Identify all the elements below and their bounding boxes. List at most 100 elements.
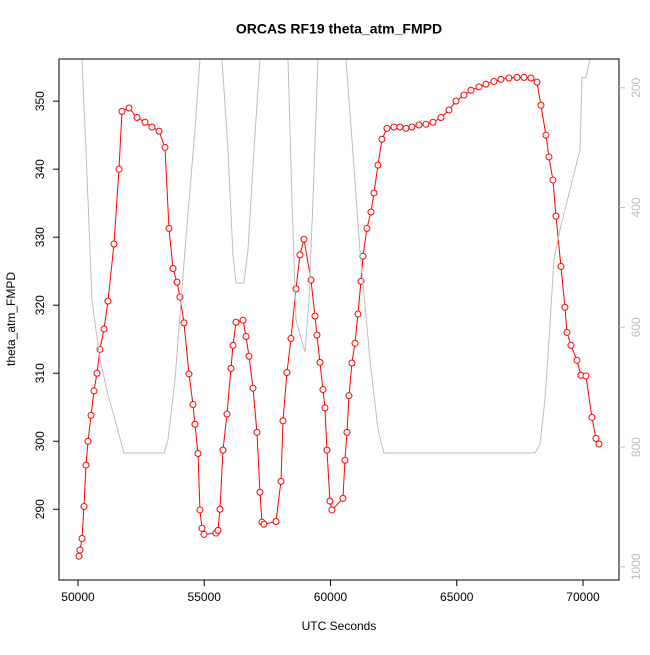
- y-tick-label: 330: [33, 227, 47, 247]
- point: [533, 78, 541, 86]
- point: [155, 127, 163, 135]
- point: [542, 131, 550, 139]
- point: [169, 264, 177, 272]
- y2-tick-label: 600: [629, 317, 643, 337]
- point: [227, 364, 235, 372]
- point: [80, 503, 88, 511]
- point: [341, 456, 349, 464]
- point: [82, 461, 90, 469]
- y2-tick-label: 400: [629, 197, 643, 217]
- point: [78, 535, 86, 543]
- x-tick-label: 50000: [61, 590, 95, 604]
- point: [319, 386, 327, 394]
- point: [351, 339, 359, 347]
- point: [390, 123, 398, 131]
- point: [552, 212, 560, 220]
- point: [429, 118, 437, 126]
- y2-tick-label: 1000: [629, 553, 643, 580]
- point: [343, 428, 351, 436]
- point: [75, 552, 83, 560]
- point: [272, 518, 280, 526]
- point: [490, 77, 498, 85]
- point: [216, 505, 224, 513]
- y-tick-label: 310: [33, 363, 47, 383]
- point: [370, 189, 378, 197]
- point: [198, 524, 206, 532]
- point: [200, 530, 208, 538]
- point: [148, 123, 156, 131]
- point: [567, 341, 575, 349]
- point: [300, 235, 308, 243]
- point: [354, 310, 362, 318]
- point: [296, 251, 304, 259]
- point: [527, 74, 535, 82]
- point: [537, 101, 545, 109]
- point: [176, 293, 184, 301]
- point: [104, 297, 112, 305]
- point: [505, 74, 513, 82]
- point: [549, 176, 557, 184]
- y2-tick-label: 200: [629, 77, 643, 97]
- point: [321, 404, 329, 412]
- point: [76, 546, 84, 554]
- x-tick-label: 65000: [440, 590, 474, 604]
- point: [359, 252, 367, 260]
- point: [100, 325, 108, 333]
- point: [229, 341, 237, 349]
- point: [307, 276, 315, 284]
- point: [256, 488, 264, 496]
- series-line: [81, 59, 591, 454]
- x-tick-label: 55000: [188, 590, 222, 604]
- point: [339, 494, 347, 502]
- plot-area: [75, 59, 603, 560]
- point: [592, 435, 600, 443]
- y-tick-label: 320: [33, 295, 47, 315]
- point: [328, 506, 336, 514]
- point: [84, 437, 92, 445]
- point: [93, 369, 101, 377]
- point: [173, 278, 181, 286]
- point: [422, 120, 430, 128]
- point: [452, 97, 460, 105]
- point: [279, 417, 287, 425]
- y-axis-label: theta_atm_FMPD: [4, 272, 18, 366]
- point: [185, 370, 193, 378]
- point: [467, 86, 475, 94]
- point: [191, 420, 199, 428]
- point: [232, 318, 240, 326]
- point: [311, 312, 319, 320]
- x-axis-label: UTC Seconds: [302, 619, 377, 633]
- y-tick-label: 300: [33, 431, 47, 451]
- y2-tick-label: 800: [629, 437, 643, 457]
- point: [161, 143, 169, 151]
- point: [563, 328, 571, 336]
- x-tick-label: 60000: [314, 590, 348, 604]
- point: [219, 446, 227, 454]
- point: [415, 121, 423, 129]
- point: [475, 83, 483, 91]
- y-tick-label: 340: [33, 159, 47, 179]
- point: [482, 80, 490, 88]
- point: [292, 285, 300, 293]
- point: [260, 520, 268, 528]
- point: [378, 135, 386, 143]
- point: [316, 358, 324, 366]
- plot-frame: [58, 58, 620, 581]
- x-tick-label: 70000: [566, 590, 600, 604]
- point: [165, 224, 173, 232]
- point: [588, 413, 596, 421]
- point: [545, 153, 553, 161]
- point: [396, 123, 404, 131]
- point: [214, 526, 222, 534]
- point: [242, 333, 250, 341]
- point: [520, 73, 528, 81]
- point: [283, 369, 291, 377]
- point: [348, 359, 356, 367]
- point: [277, 477, 285, 485]
- point: [460, 91, 468, 99]
- point: [223, 410, 231, 418]
- point: [582, 372, 590, 380]
- point: [125, 104, 133, 112]
